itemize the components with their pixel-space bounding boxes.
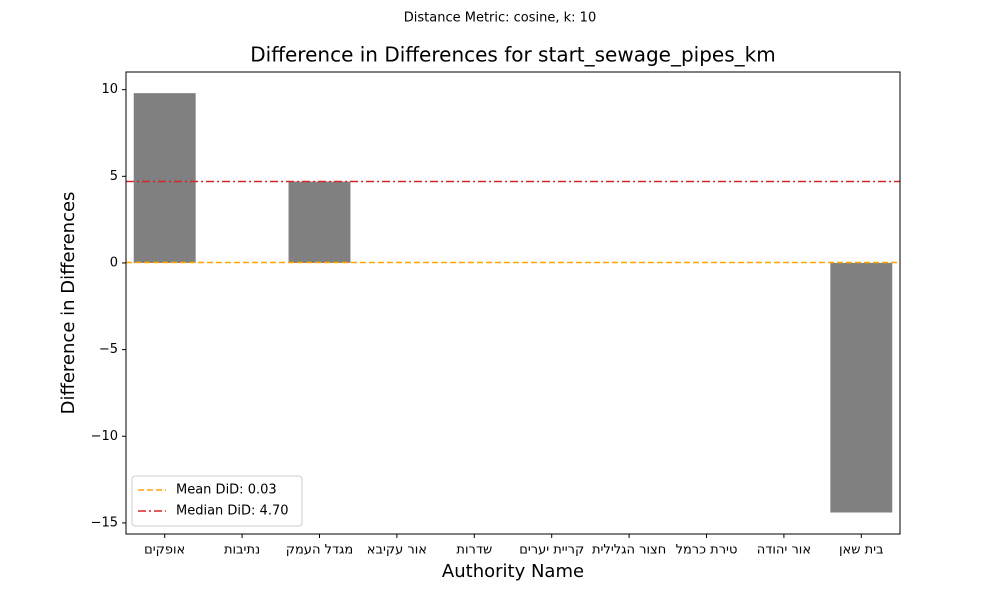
y-tick-label: −10	[91, 429, 118, 444]
y-tick-label: 10	[101, 82, 118, 97]
x-axis-label: Authority Name	[442, 561, 584, 582]
x-tick-label: קריית יערים	[519, 543, 584, 558]
bar	[133, 93, 196, 263]
bar	[830, 262, 893, 513]
x-tick-label: טירת כרמל	[676, 543, 738, 558]
legend-box	[131, 475, 303, 527]
x-tick-label: מגדל העמק	[286, 543, 354, 558]
legend-label: Mean DiD: 0.03	[176, 483, 277, 498]
y-tick-label: −15	[91, 515, 118, 530]
x-tick-label: נתיבות	[224, 543, 260, 558]
x-tick-label: שדרות	[456, 543, 492, 558]
x-tick-label: בית שאן	[839, 543, 884, 558]
x-tick-label: אור עקיבא	[367, 543, 427, 558]
legend-label: Median DiD: 4.70	[176, 504, 289, 519]
x-tick-label: חצור הגלילית	[592, 543, 666, 558]
legend: Mean DiD: 0.03 Median DiD: 4.70	[131, 475, 303, 527]
plot-frame	[125, 71, 901, 535]
x-tick-label: אופקים	[144, 543, 185, 558]
y-axis-label: Difference in Differences	[58, 192, 79, 415]
suptitle: Distance Metric: cosine, k: 10	[404, 11, 596, 26]
bar	[288, 181, 351, 263]
y-tick-label: 0	[110, 255, 118, 270]
x-tick-label: אור יהודה	[757, 543, 811, 558]
y-tick-label: −5	[99, 342, 118, 357]
chart-title: Difference in Differences for start_sewa…	[250, 43, 775, 67]
y-tick-label: 5	[110, 169, 118, 184]
